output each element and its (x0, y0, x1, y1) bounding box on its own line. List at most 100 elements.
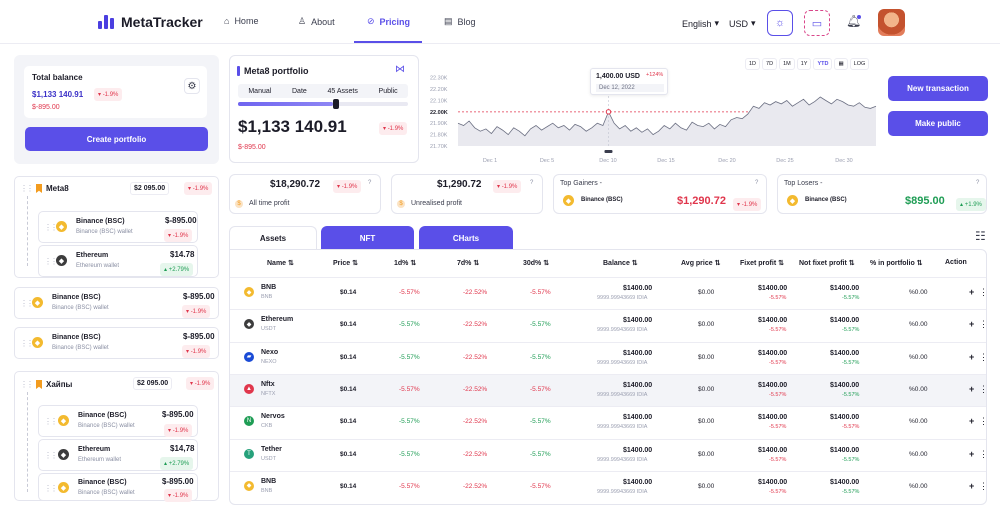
gear-icon[interactable]: ⚙ (184, 78, 200, 94)
tab-manual[interactable]: Manual (248, 87, 272, 95)
stat-change: ▾ -1.9% (333, 180, 362, 193)
portfolio-header-meta8[interactable]: ⋮⋮ Meta8 (20, 184, 69, 193)
top-gainers-card (553, 174, 767, 214)
drag-handle-icon[interactable]: ⋮⋮ (44, 223, 58, 232)
add-icon[interactable]: + (969, 351, 975, 362)
drag-handle-icon[interactable]: ⋮⋮ (20, 380, 34, 389)
more-options-icon[interactable]: ⋮ (979, 448, 988, 459)
column-header[interactable]: Action (945, 259, 967, 266)
tab-date[interactable]: Date (292, 87, 307, 95)
asset-fixed-change: -5.57% (769, 295, 787, 301)
more-options-icon[interactable]: ⋮ (979, 287, 988, 297)
drag-handle-icon[interactable]: ⋮⋮ (44, 257, 58, 266)
portfolio-title: Meta8 portfolio (244, 66, 309, 76)
currency-select[interactable]: USD ▾ (729, 18, 756, 29)
more-options-icon[interactable]: ⋮ (979, 351, 988, 362)
drag-handle-icon[interactable]: ⋮⋮ (20, 184, 34, 193)
tab-public[interactable]: Public (378, 87, 398, 95)
table-row[interactable] (230, 438, 986, 471)
messages-button[interactable]: ▭ (804, 10, 830, 36)
add-icon[interactable]: + (969, 416, 975, 427)
filter-settings-icon[interactable]: ☷ (975, 229, 986, 243)
range-ytd[interactable]: YTD (813, 58, 833, 70)
column-header[interactable]: Balance ⇅ (603, 260, 638, 267)
brand-logo[interactable]: MetaTracker (98, 14, 203, 30)
asset-notfixed-change: -5.57% (842, 327, 860, 334)
asset-price: $0.14 (340, 450, 357, 458)
info-icon[interactable]: ? (755, 180, 759, 186)
add-icon[interactable]: + (969, 448, 975, 459)
drag-handle-icon[interactable]: ⋮⋮ (20, 339, 34, 348)
tab-assets[interactable]: 45 Assets (327, 87, 358, 95)
tab-nft[interactable]: NFT (321, 226, 414, 250)
info-icon[interactable]: ? (530, 180, 534, 186)
range-7d[interactable]: 7D (762, 58, 778, 70)
drag-handle-icon[interactable]: ⋮⋮ (44, 484, 58, 493)
coin-icon: $ (397, 200, 405, 208)
range-1y[interactable]: 1Y (796, 58, 812, 70)
column-header[interactable]: 7d% ⇅ (457, 260, 480, 267)
portfolio-header-haipy[interactable]: ⋮⋮ Хайпы (20, 380, 72, 389)
language-select[interactable]: English ▾ (682, 18, 719, 29)
theme-toggle-button[interactable]: ☼ (767, 10, 793, 36)
column-header[interactable]: Not fixet profit ⇅ (799, 260, 855, 267)
table-row[interactable] (230, 341, 986, 374)
range-1m[interactable]: 1M (779, 58, 795, 70)
column-header[interactable]: 30d% ⇅ (523, 260, 550, 267)
new-transaction-button[interactable]: New transaction (888, 76, 988, 101)
top-gainers-value: $1,290.72 (677, 195, 726, 207)
table-row[interactable] (230, 406, 986, 438)
asset-notfixed-change: -5.57% (842, 391, 860, 398)
avatar[interactable] (878, 9, 905, 36)
wallet-sub: Binance (BSC) wallet (52, 345, 109, 351)
calendar-icon[interactable]: ▦ (834, 58, 848, 70)
asset-7d: -22.52% (463, 450, 488, 458)
tab-charts[interactable]: CHarts (419, 226, 513, 250)
drag-handle-icon[interactable]: ⋮⋮ (44, 417, 58, 426)
info-icon[interactable]: ? (368, 180, 372, 186)
range-1d[interactable]: 1D (745, 58, 761, 70)
table-row[interactable] (230, 309, 986, 341)
info-icon[interactable]: ? (976, 180, 980, 186)
x-tick-label: Dec 5 (540, 158, 554, 164)
nav-blog[interactable]: ▤ Blog (444, 16, 476, 27)
create-portfolio-button[interactable]: Create portfolio (25, 127, 208, 151)
more-options-icon[interactable]: ⋮ (979, 416, 988, 427)
column-header[interactable]: Price ⇅ (333, 260, 358, 267)
progress-handle[interactable] (333, 99, 339, 109)
add-icon[interactable]: + (969, 383, 975, 394)
x-tick-label: Dec 15 (657, 158, 674, 164)
x-tick-label: Dec 30 (835, 158, 852, 164)
nav-pricing[interactable]: ⊘ Pricing (367, 16, 410, 27)
wallet-sub: Binance (BSC) wallet (76, 229, 133, 235)
nav-active-underline (354, 41, 422, 43)
portfolio-name: Meta8 (46, 184, 69, 193)
table-row[interactable] (230, 470, 986, 503)
drag-handle-icon[interactable]: ⋮⋮ (20, 299, 34, 308)
column-header[interactable]: Fixet profit ⇅ (740, 260, 784, 267)
asset-name: Nexo (261, 348, 279, 356)
add-icon[interactable]: + (969, 319, 975, 330)
y-tick-label: 21.70K (430, 144, 448, 150)
y-tick-label: 22.30K (430, 76, 448, 82)
asset-balance: $1400.00 (623, 381, 653, 389)
add-icon[interactable]: + (969, 287, 975, 297)
more-options-icon[interactable]: ⋮ (979, 319, 988, 330)
tab-assets[interactable]: Assets (229, 226, 317, 250)
column-header[interactable]: % in portfolio ⇅ (870, 260, 923, 267)
column-header[interactable]: Name ⇅ (267, 260, 294, 267)
range-log[interactable]: LOG (849, 58, 870, 70)
nav-about[interactable]: ♙ About (298, 16, 335, 27)
share-icon[interactable]: ⋈ (395, 64, 405, 75)
table-row[interactable] (230, 373, 986, 406)
more-options-icon[interactable]: ⋮ (979, 480, 988, 491)
asset-7d: -22.52% (463, 418, 488, 426)
nav-home[interactable]: ⌂ Home (224, 16, 258, 26)
drag-handle-icon[interactable]: ⋮⋮ (44, 451, 58, 460)
table-row[interactable] (230, 277, 986, 309)
column-header[interactable]: Avg price ⇅ (681, 260, 721, 267)
add-icon[interactable]: + (969, 480, 975, 491)
make-public-button[interactable]: Make public (888, 111, 988, 136)
column-header[interactable]: 1d% ⇅ (394, 260, 417, 267)
more-options-icon[interactable]: ⋮ (979, 383, 988, 394)
